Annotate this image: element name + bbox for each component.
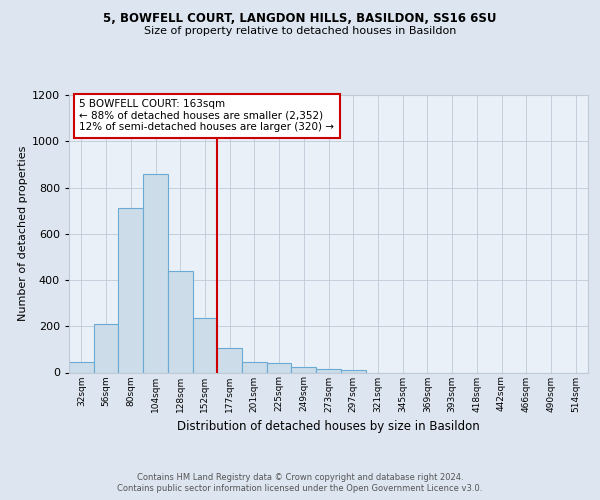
Text: Contains HM Land Registry data © Crown copyright and database right 2024.: Contains HM Land Registry data © Crown c… xyxy=(137,472,463,482)
Bar xyxy=(69,362,94,372)
Text: Contains public sector information licensed under the Open Government Licence v3: Contains public sector information licen… xyxy=(118,484,482,493)
Bar xyxy=(267,363,292,372)
Bar xyxy=(341,370,365,372)
X-axis label: Distribution of detached houses by size in Basildon: Distribution of detached houses by size … xyxy=(177,420,480,433)
Bar xyxy=(143,174,168,372)
Text: 5 BOWFELL COURT: 163sqm
← 88% of detached houses are smaller (2,352)
12% of semi: 5 BOWFELL COURT: 163sqm ← 88% of detache… xyxy=(79,99,334,132)
Bar xyxy=(217,348,242,372)
Y-axis label: Number of detached properties: Number of detached properties xyxy=(17,146,28,322)
Bar xyxy=(168,271,193,372)
Bar xyxy=(94,324,118,372)
Bar xyxy=(193,318,217,372)
Text: 5, BOWFELL COURT, LANGDON HILLS, BASILDON, SS16 6SU: 5, BOWFELL COURT, LANGDON HILLS, BASILDO… xyxy=(103,12,497,26)
Bar xyxy=(316,369,341,372)
Bar xyxy=(118,208,143,372)
Text: Size of property relative to detached houses in Basildon: Size of property relative to detached ho… xyxy=(144,26,456,36)
Bar xyxy=(242,362,267,372)
Bar xyxy=(292,368,316,372)
